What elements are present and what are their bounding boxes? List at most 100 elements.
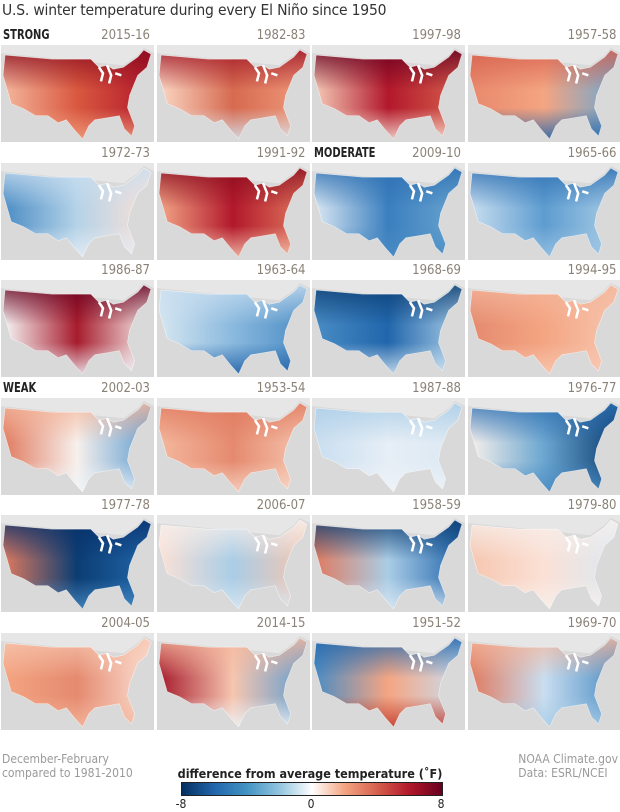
winter-year-label: 2015-16: [101, 28, 150, 43]
us-outline: [469, 49, 618, 140]
us-temperature-map: [312, 515, 465, 612]
winter-year-label: 1969-70: [567, 615, 617, 631]
winter-year-label: 1979-80: [567, 498, 617, 513]
us-anomaly-overlay: [314, 50, 462, 139]
map-panel: 1977-78: [1, 498, 154, 613]
map-panel: MODERATE 2009-10: [312, 146, 465, 261]
us-temperature-map: [156, 397, 310, 495]
great-lakes: [253, 182, 278, 202]
canada-land: [467, 632, 620, 653]
great-lakes: [253, 652, 278, 672]
us-outline: [158, 167, 307, 258]
winter-year-label: 2009-10: [412, 145, 461, 161]
winter-year-label: 1958-59: [412, 498, 461, 513]
great-lakes: [97, 182, 122, 202]
map-panel: 1994-95: [467, 263, 620, 378]
us-outline: [158, 637, 307, 728]
us-temperature-map: [1, 632, 154, 730]
great-lakes: [564, 64, 589, 84]
canada-land: [467, 280, 620, 301]
winter-year-label: 1976-77: [567, 380, 617, 396]
winter-year-label: 2002-03: [101, 380, 150, 396]
canada-land: [1, 397, 154, 418]
us-anomaly-overlay: [3, 637, 151, 727]
us-anomaly-overlay: [158, 285, 307, 374]
us-outline: [313, 284, 463, 375]
canada-land: [156, 632, 310, 653]
canada-land: [312, 632, 465, 653]
page-title: U.S. winter temperature during every El …: [2, 1, 387, 19]
us-anomaly-overlay: [3, 402, 151, 492]
map-panel: 2004-05: [1, 616, 154, 731]
us-outline: [2, 402, 152, 493]
us-anomaly-overlay: [469, 520, 618, 609]
strength-label: WEAK: [3, 380, 37, 396]
canada-land: [156, 397, 310, 418]
us-temperature-map: [1, 515, 154, 612]
great-lakes: [564, 417, 589, 437]
great-lakes: [253, 299, 278, 319]
us-outline: [2, 637, 152, 728]
winter-year-label: 2006-07: [256, 498, 306, 513]
us-anomaly-overlay: [314, 637, 462, 727]
great-lakes: [97, 417, 122, 437]
us-temperature-map: [156, 162, 310, 260]
winter-year-label: 1997-98: [412, 28, 461, 43]
us-outline: [313, 519, 463, 610]
canada-land: [467, 45, 620, 66]
great-lakes: [253, 64, 278, 84]
canada-land: [1, 632, 154, 653]
great-lakes: [408, 417, 433, 437]
great-lakes: [408, 534, 433, 554]
us-outline: [158, 402, 307, 493]
winter-year-label: 2014-15: [256, 615, 306, 631]
map-panel: 2014-15: [156, 615, 310, 731]
canada-land: [312, 45, 465, 66]
legend-title: difference from average temperature (˚F): [177, 766, 443, 781]
us-anomaly-overlay: [469, 50, 618, 139]
us-anomaly-overlay: [3, 50, 151, 139]
us-anomaly-overlay: [314, 402, 462, 492]
winter-year-label: 1963-64: [256, 263, 306, 278]
map-panel: WEAK 2002-03: [1, 381, 154, 496]
us-anomaly-overlay: [469, 637, 618, 727]
us-outline: [158, 519, 307, 610]
us-anomaly-overlay: [469, 167, 618, 257]
us-anomaly-overlay: [469, 402, 618, 492]
us-outline: [158, 49, 307, 140]
us-temperature-map: [156, 515, 310, 612]
canada-land: [156, 280, 310, 301]
us-temperature-map: [312, 162, 465, 260]
canada-land: [156, 515, 310, 536]
us-anomaly-overlay: [3, 285, 151, 374]
us-outline: [313, 167, 463, 258]
canada-land: [467, 515, 620, 536]
us-outline: [2, 284, 152, 375]
map-panel: 2006-07: [156, 498, 310, 613]
us-outline: [313, 402, 463, 493]
map-panel: 1958-59: [312, 498, 465, 613]
map-panel: 1963-64: [156, 263, 310, 378]
us-anomaly-overlay: [158, 402, 307, 492]
canada-land: [312, 397, 465, 418]
great-lakes: [97, 299, 122, 319]
great-lakes: [408, 182, 433, 202]
us-outline: [469, 402, 618, 493]
great-lakes: [564, 182, 589, 202]
canada-land: [467, 162, 620, 183]
us-anomaly-overlay: [314, 285, 462, 374]
map-panel: STRONG 2015-16: [1, 28, 154, 143]
map-panel: 1986-87: [1, 263, 154, 378]
us-outline: [469, 284, 618, 375]
us-temperature-map: [312, 280, 465, 377]
great-lakes: [408, 64, 433, 84]
us-temperature-map: [1, 397, 154, 495]
us-temperature-map: [156, 280, 310, 377]
great-lakes: [97, 64, 122, 84]
us-temperature-map: [467, 515, 620, 612]
us-anomaly-overlay: [469, 285, 618, 374]
us-anomaly-overlay: [3, 520, 151, 609]
winter-year-label: 1972-73: [101, 145, 150, 161]
winter-year-label: 1953-54: [256, 380, 306, 396]
